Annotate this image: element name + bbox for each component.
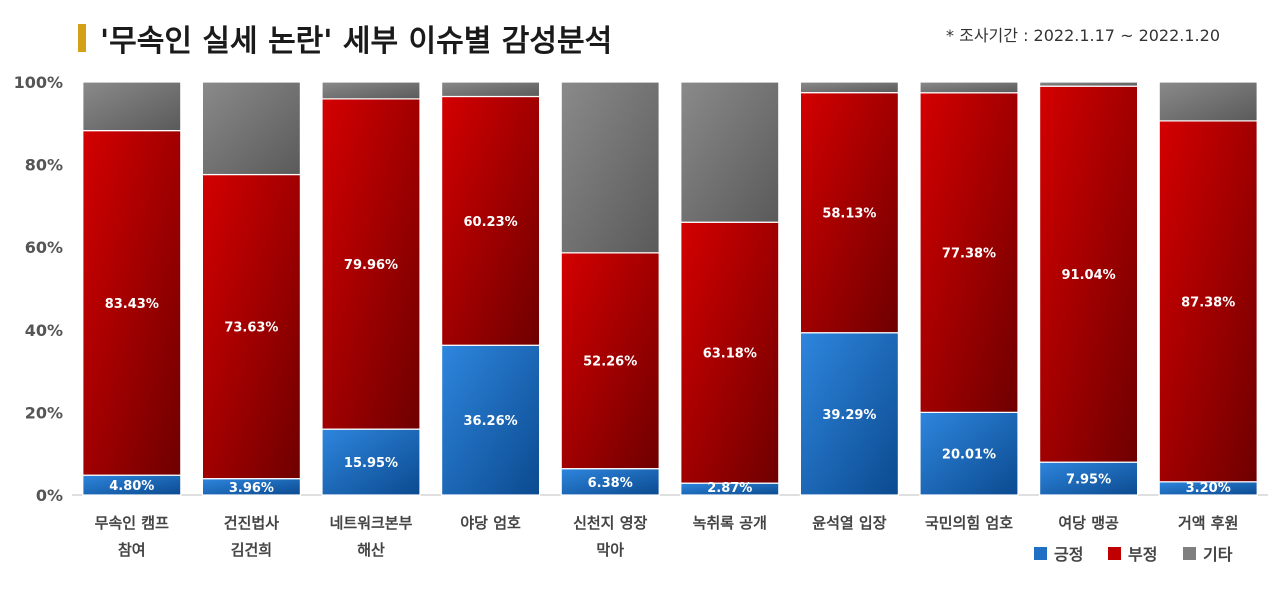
- x-tick-label: 여당 맹공: [1058, 514, 1119, 532]
- x-tick-label: 건진법사: [224, 514, 279, 532]
- data-label: 83.43%: [105, 297, 159, 312]
- data-label: 79.96%: [344, 258, 398, 273]
- data-label: 52.26%: [583, 355, 637, 370]
- data-label: 87.38%: [1181, 295, 1235, 310]
- bar-segment: [799, 81, 900, 94]
- bar-segment: [560, 252, 660, 470]
- bar-segment: [201, 81, 301, 176]
- data-label: 73.63%: [224, 321, 278, 336]
- bar-segment: [321, 81, 421, 100]
- bar-segment: [1038, 81, 1139, 87]
- legend-swatch: [1034, 547, 1047, 560]
- x-tick-label: 무속인 캠프: [95, 514, 169, 532]
- data-label: 4.80%: [109, 479, 154, 494]
- data-label: 58.13%: [822, 207, 876, 222]
- y-tick-label: 40%: [25, 321, 63, 340]
- data-label: 3.20%: [1186, 481, 1231, 496]
- data-label: 20.01%: [942, 448, 996, 463]
- bar-segment: [680, 221, 780, 484]
- legend-label: 긍정: [1054, 545, 1083, 564]
- data-label: 77.38%: [942, 247, 996, 262]
- bar-segment: [919, 92, 1019, 413]
- x-tick-label: 신천지 영장: [573, 514, 647, 532]
- y-tick-label: 80%: [25, 156, 63, 175]
- data-label: 15.95%: [344, 456, 398, 471]
- bar-segment: [560, 81, 660, 254]
- x-tick-label: 야당 엄호: [460, 514, 521, 532]
- bar-segment: [799, 332, 900, 496]
- x-tick-label: 녹취록 공개: [693, 514, 767, 532]
- data-label: 39.29%: [822, 408, 876, 423]
- survey-period: * 조사기간 : 2022.1.17 ~ 2022.1.20: [946, 26, 1220, 45]
- x-tick-label: 거액 후원: [1178, 514, 1238, 532]
- legend-swatch: [1108, 547, 1121, 560]
- bar-segment: [441, 344, 541, 496]
- legend-label: 부정: [1128, 545, 1157, 564]
- data-label: 3.96%: [229, 481, 274, 496]
- data-label: 7.95%: [1066, 473, 1111, 488]
- x-tick-label: 김건희: [231, 541, 272, 559]
- data-label: 36.26%: [464, 414, 518, 429]
- bar-segment: [919, 81, 1019, 94]
- data-label: 63.18%: [703, 347, 757, 362]
- bar-segment: [1158, 120, 1258, 483]
- bar-segment: [82, 81, 182, 132]
- y-tick-label: 60%: [25, 238, 63, 257]
- bar-segment: [1038, 85, 1139, 463]
- bar-segment: [680, 81, 780, 223]
- data-label: 60.23%: [464, 215, 518, 230]
- x-tick-label: 국민의힘 엄호: [925, 514, 1013, 532]
- page-title: '무속인 실세 논란' 세부 이슈별 감성분석: [100, 24, 613, 59]
- legend-swatch: [1183, 547, 1196, 560]
- bar-segment: [82, 130, 182, 476]
- bar-segment: [1038, 461, 1139, 496]
- legend-label: 기타: [1203, 545, 1233, 564]
- x-tick-label: 윤석열 입장: [812, 514, 886, 532]
- x-tick-label: 네트워크본부: [330, 514, 413, 532]
- data-label: 6.38%: [588, 476, 633, 491]
- bar-segment: [1158, 81, 1258, 122]
- bar-segment: [799, 92, 900, 334]
- bar-segment: [441, 95, 541, 346]
- y-tick-label: 100%: [14, 73, 63, 92]
- bar-segment: [560, 468, 660, 496]
- y-tick-label: 0%: [36, 486, 63, 505]
- bar-segment: [441, 81, 541, 98]
- x-tick-label: 막아: [596, 541, 624, 559]
- bar-segment: [919, 411, 1019, 496]
- data-label: 2.87%: [707, 481, 752, 496]
- title-accent-bar: [78, 24, 86, 52]
- x-tick-label: 해산: [357, 541, 385, 559]
- data-label: 91.04%: [1062, 268, 1116, 283]
- bar-segment: [201, 173, 301, 480]
- x-tick-label: 참여: [118, 541, 146, 559]
- y-tick-label: 20%: [25, 403, 63, 422]
